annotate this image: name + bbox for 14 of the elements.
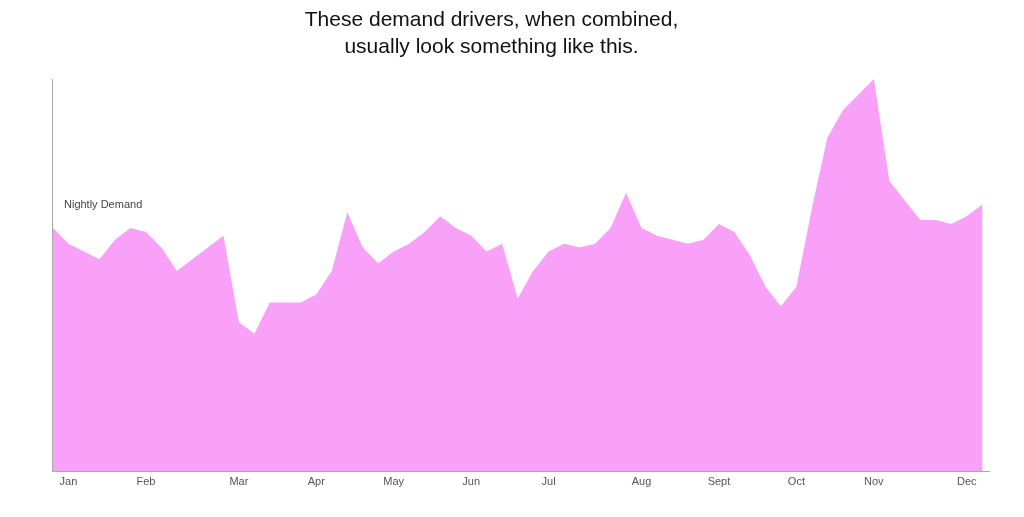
x-tick-label: Jan — [59, 475, 78, 488]
x-tick-label: May — [383, 475, 405, 488]
x-tick-label: Oct — [787, 475, 805, 488]
x-tick-label: Sept — [707, 475, 731, 488]
x-tick-label: Nov — [864, 475, 885, 488]
y-axis-title: Nightly Demand — [64, 198, 143, 210]
x-tick-label: Aug — [631, 475, 652, 488]
x-tick-label: Jul — [541, 475, 556, 488]
x-tick-label: Dec — [956, 475, 978, 488]
x-tick-label: Mar — [229, 475, 249, 488]
x-tick-label: Apr — [307, 475, 326, 488]
chart-title: These demand drivers, when combined, usually look something like this. — [304, 6, 679, 58]
x-tick-label: Feb — [136, 475, 156, 488]
x-tick-label: Jun — [462, 475, 481, 488]
